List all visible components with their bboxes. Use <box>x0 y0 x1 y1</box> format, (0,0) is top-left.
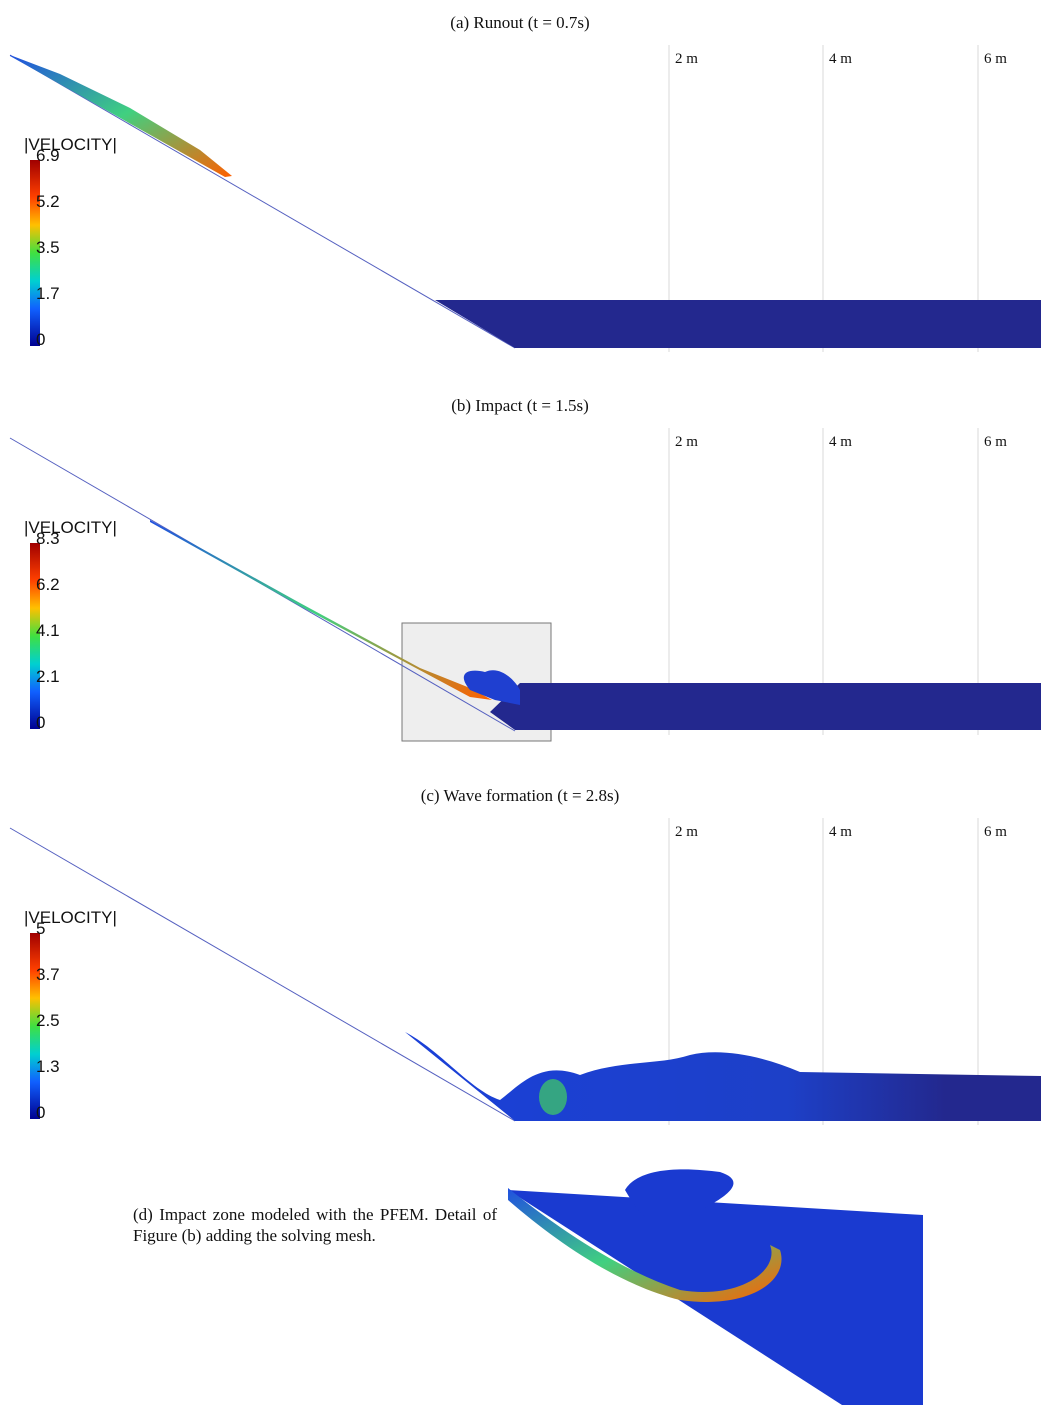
landslide <box>10 55 232 177</box>
legend-tick: 5 <box>36 919 45 938</box>
legend-tick: 0 <box>36 330 45 349</box>
panel-caption: (a) Runout (t = 0.7s) <box>450 13 589 32</box>
legend-tick: 1.3 <box>36 1057 60 1076</box>
legend-title: |VELOCITY| <box>24 908 117 927</box>
scale-label: 4 m <box>829 824 852 840</box>
legend-tick: 2.5 <box>36 1011 60 1030</box>
scale-label: 2 m <box>675 434 698 450</box>
wave-curl <box>463 670 520 705</box>
scale-label: 6 m <box>984 824 1007 840</box>
legend-tick: 5.2 <box>36 192 60 211</box>
slope <box>9 827 516 1122</box>
water <box>490 683 1041 730</box>
legend-tick: 8.3 <box>36 529 60 548</box>
vortex <box>539 1079 567 1115</box>
legend-title: |VELOCITY| <box>24 518 117 537</box>
panel-caption: (b) Impact (t = 1.5s) <box>451 396 589 415</box>
legend-title: |VELOCITY| <box>24 135 117 154</box>
scale-label: 4 m <box>829 51 852 67</box>
legend-tick: 0 <box>36 713 45 732</box>
water <box>405 1032 1041 1121</box>
scale-label: 2 m <box>675 51 698 67</box>
scale-label: 2 m <box>675 824 698 840</box>
detail-caption: (d) Impact zone modeled with the PFEM. D… <box>133 1205 497 1245</box>
legend-tick: 1.7 <box>36 284 60 303</box>
legend-tick: 6.2 <box>36 575 60 594</box>
detail-flow <box>508 1188 782 1302</box>
colorbar <box>30 543 40 729</box>
legend-tick: 2.1 <box>36 667 60 686</box>
slope <box>9 54 516 349</box>
colorbar <box>30 160 40 346</box>
legend-tick: 4.1 <box>36 621 60 640</box>
legend-tick: 6.9 <box>36 146 60 165</box>
panel-caption: (c) Wave formation (t = 2.8s) <box>421 786 620 805</box>
legend-tick: 0 <box>36 1103 45 1122</box>
legend-tick: 3.5 <box>36 238 60 257</box>
scale-label: 6 m <box>984 51 1007 67</box>
legend-tick: 3.7 <box>36 965 60 984</box>
scale-label: 4 m <box>829 434 852 450</box>
detail-blob <box>625 1169 734 1224</box>
scale-label: 6 m <box>984 434 1007 450</box>
water <box>435 300 1041 348</box>
colorbar <box>30 933 40 1119</box>
